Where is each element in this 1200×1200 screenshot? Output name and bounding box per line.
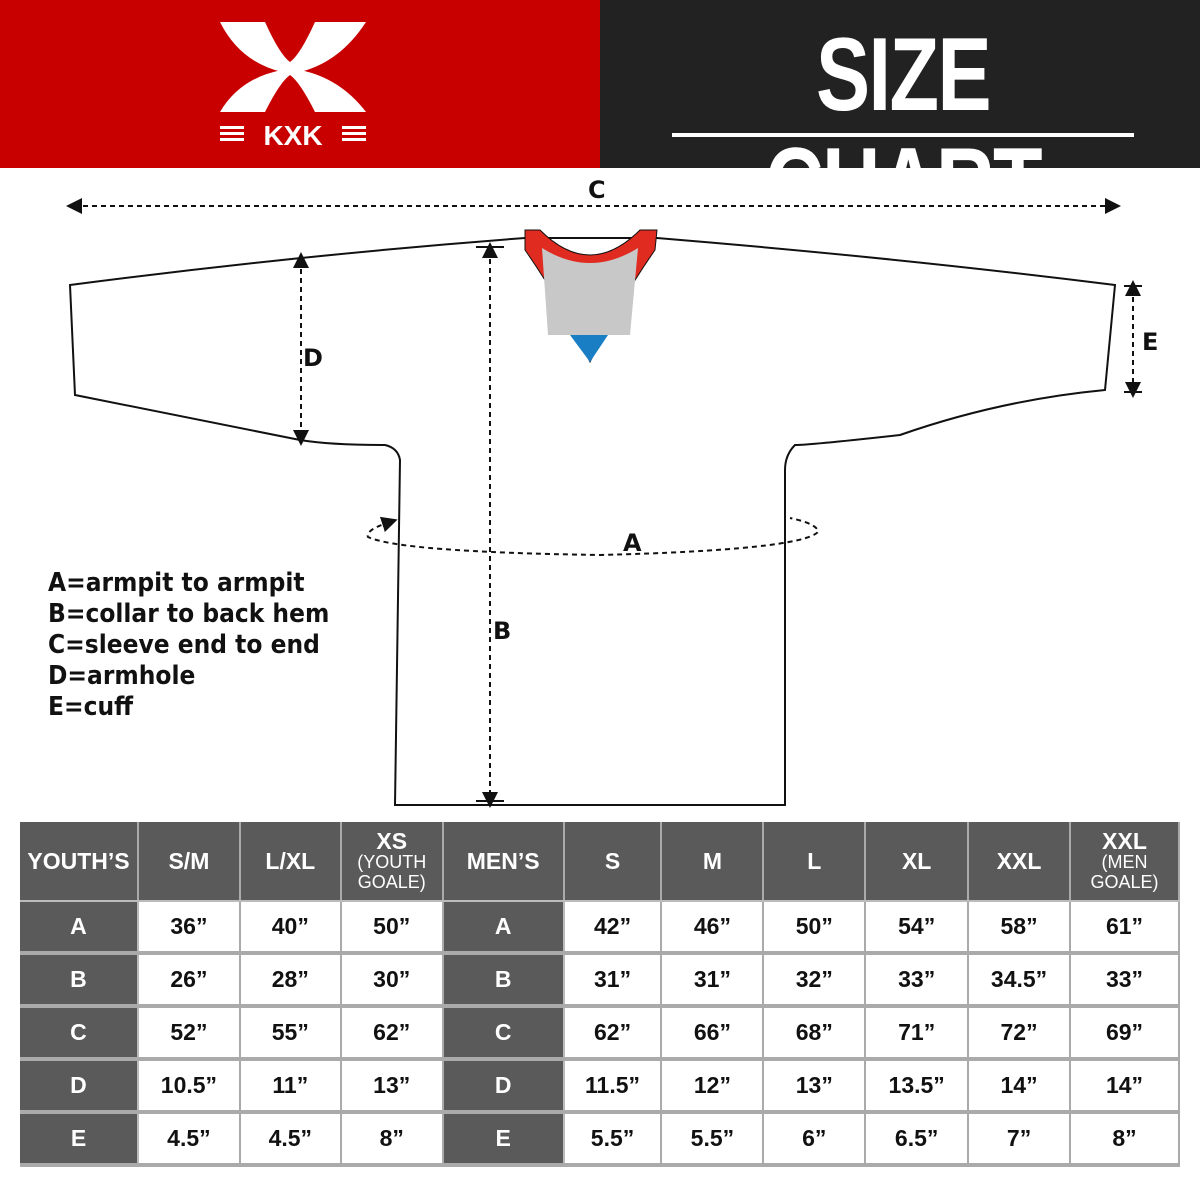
- brand-banner: KXK: [0, 0, 600, 168]
- table-row: D 10.5” 11” 13” D 11.5” 12” 13” 13.5” 14” 14”: [20, 1059, 1180, 1114]
- youth-value: 55”: [239, 1006, 342, 1061]
- label-d: D: [303, 344, 323, 372]
- legend-item: A=armpit to armpit: [48, 568, 305, 598]
- youth-value: 26”: [137, 953, 241, 1008]
- men-value: 8”: [1070, 1112, 1180, 1167]
- row-label: E: [442, 1112, 565, 1167]
- men-value: 66”: [661, 1006, 765, 1061]
- youth-value: 52”: [137, 1006, 241, 1061]
- men-value: 33”: [1070, 953, 1180, 1008]
- youth-value: 11”: [239, 1059, 342, 1114]
- label-e: E: [1142, 328, 1159, 356]
- table-row: E 4.5” 4.5” 8” E 5.5” 5.5” 6” 6.5” 7” 8”: [20, 1112, 1180, 1167]
- youth-value: 62”: [340, 1006, 444, 1061]
- size-table: YOUTH’S S/M L/XL XS (YOUTH GOALE) MEN’S S M L XL X…: [20, 822, 1180, 1167]
- men-value: 14”: [1070, 1059, 1180, 1114]
- measurement-legend: A=armpit to armpit B=collar to back hem …: [48, 568, 329, 723]
- men-value: 62”: [563, 1006, 663, 1061]
- youth-value: 13”: [340, 1059, 444, 1114]
- men-value: 13”: [763, 1059, 867, 1114]
- youth-value: 4.5”: [239, 1112, 342, 1167]
- men-value: 71”: [865, 1006, 970, 1061]
- legend-item: C=sleeve end to end: [48, 630, 320, 660]
- youth-value: 50”: [340, 901, 444, 955]
- men-value: 54”: [865, 901, 970, 955]
- row-label: A: [442, 901, 565, 955]
- men-value: 32”: [763, 953, 867, 1008]
- men-value: 11.5”: [563, 1059, 663, 1114]
- table-header-row: YOUTH’S S/M L/XL XS (YOUTH GOALE) MEN’S S M L XL X…: [20, 822, 1180, 902]
- legend-item: B=collar to back hem: [48, 599, 330, 629]
- row-label: A: [20, 901, 139, 955]
- men-value: 72”: [968, 1006, 1072, 1061]
- men-value: 5.5”: [563, 1112, 663, 1167]
- title-underline: [672, 133, 1134, 137]
- men-value: 31”: [661, 953, 765, 1008]
- kxk-logo: KXK: [220, 22, 366, 151]
- row-label: B: [20, 953, 139, 1008]
- men-value: 5.5”: [661, 1112, 765, 1167]
- men-value: 50”: [763, 901, 867, 955]
- size-subtitle: (YOUTH GOALE): [357, 852, 427, 892]
- men-value: 7”: [968, 1112, 1072, 1167]
- legend-item: D=armhole: [48, 661, 196, 691]
- row-label: C: [442, 1006, 565, 1061]
- page-title: SIZE CHART: [764, 17, 1043, 243]
- jersey-diagram: [66, 198, 1142, 808]
- logo-text: KXK: [263, 120, 322, 151]
- men-value: 12”: [661, 1059, 765, 1114]
- size-header: XXL (MEN GOALE): [1070, 822, 1180, 902]
- table-row: C 52” 55” 62” C 62” 66” 68” 71” 72” 69”: [20, 1006, 1180, 1061]
- size-header: XS (YOUTH GOALE): [340, 822, 444, 902]
- men-value: 31”: [563, 953, 663, 1008]
- size-header: L: [763, 822, 867, 902]
- men-value: 61”: [1070, 901, 1180, 955]
- collar-inner: [542, 248, 638, 335]
- row-label: C: [20, 1006, 139, 1061]
- legend-item: E=cuff: [48, 692, 134, 722]
- youth-value: 10.5”: [137, 1059, 241, 1114]
- size-header: M: [661, 822, 765, 902]
- men-value: 42”: [563, 901, 663, 955]
- row-label: B: [442, 953, 565, 1008]
- label-a: A: [623, 529, 642, 557]
- men-value: 34.5”: [968, 953, 1072, 1008]
- size-header: XL: [865, 822, 970, 902]
- men-value: 68”: [763, 1006, 867, 1061]
- size-header: XXL: [968, 822, 1072, 902]
- row-label: E: [20, 1112, 139, 1167]
- collar-accent: [570, 335, 608, 362]
- row-label: D: [20, 1059, 139, 1114]
- men-value: 33”: [865, 953, 970, 1008]
- youth-value: 36”: [137, 901, 241, 955]
- men-value: 46”: [661, 901, 765, 955]
- men-value: 69”: [1070, 1006, 1180, 1061]
- youth-value: 4.5”: [137, 1112, 241, 1167]
- men-value: 6”: [763, 1112, 867, 1167]
- size-header: L/XL: [239, 822, 342, 902]
- youth-value: 28”: [239, 953, 342, 1008]
- men-value: 13.5”: [865, 1059, 970, 1114]
- table-row: B 26” 28” 30” B 31” 31” 32” 33” 34.5” 33”: [20, 953, 1180, 1008]
- row-label: D: [442, 1059, 565, 1114]
- label-c: C: [588, 176, 606, 204]
- label-b: B: [493, 617, 512, 645]
- size-header: S: [563, 822, 663, 902]
- youth-value: 8”: [340, 1112, 444, 1167]
- men-value: 58”: [968, 901, 1072, 955]
- youth-header: YOUTH’S: [20, 822, 139, 902]
- men-header: MEN’S: [442, 822, 565, 902]
- youth-value: 30”: [340, 953, 444, 1008]
- table-row: A 36” 40” 50” A 42” 46” 50” 54” 58” 61”: [20, 901, 1180, 955]
- size-header: S/M: [137, 822, 241, 902]
- size-subtitle: (MEN GOALE): [1090, 852, 1159, 892]
- men-value: 14”: [968, 1059, 1072, 1114]
- men-value: 6.5”: [865, 1112, 970, 1167]
- jersey-outline: [68, 237, 1117, 806]
- youth-value: 40”: [239, 901, 342, 955]
- title-banner: [600, 0, 1200, 168]
